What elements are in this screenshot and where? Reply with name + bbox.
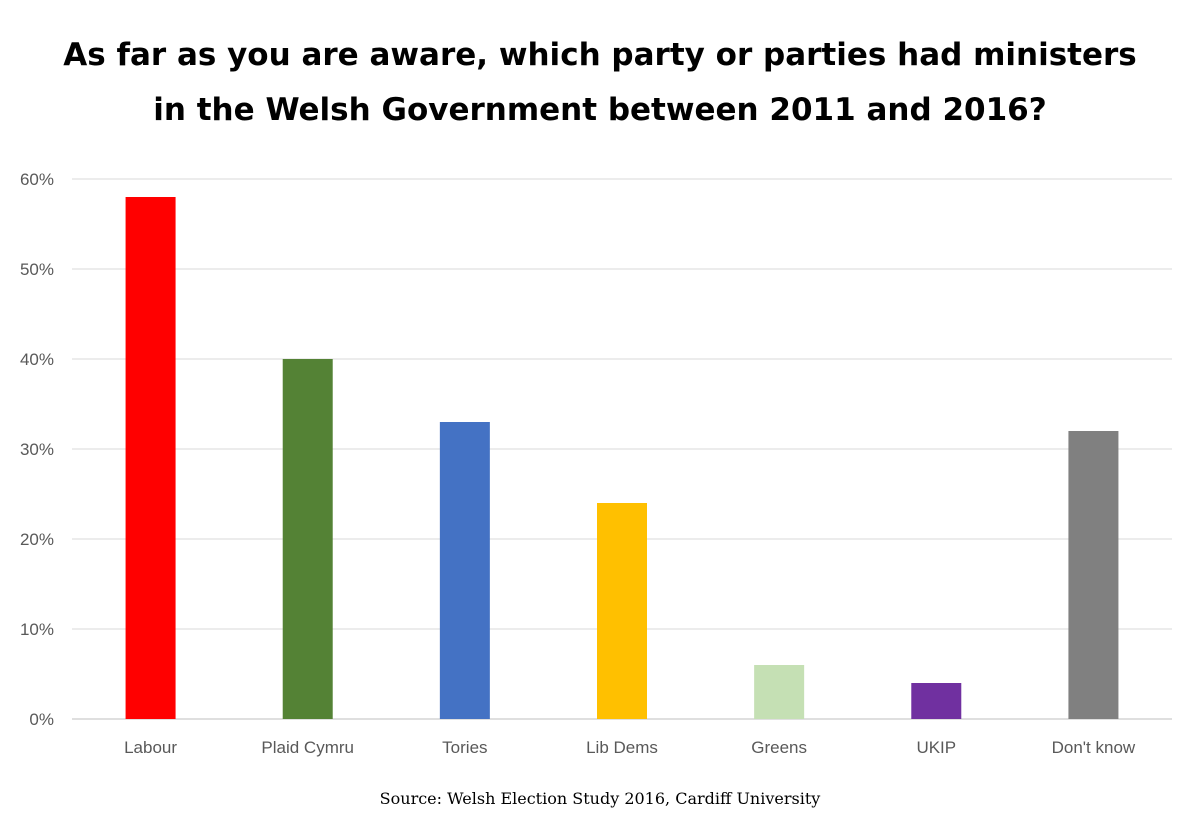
bars — [125, 197, 1119, 719]
y-tick-label: 50% — [20, 260, 54, 279]
y-tick-label: 10% — [20, 620, 54, 639]
source-note: Source: Welsh Election Study 2016, Cardi… — [379, 789, 821, 808]
bar-chart: 0% 10% 20% 30% 40% 50% 60% Labour Plaid Cymru To… — [20, 170, 1172, 757]
y-tick-label: 40% — [20, 350, 54, 369]
bar — [439, 422, 490, 719]
x-category-label: Don't know — [1052, 738, 1136, 757]
bar — [597, 503, 647, 719]
x-category-label: Lib Dems — [586, 738, 658, 757]
bar — [754, 665, 805, 719]
x-axis-category-labels: Labour Plaid Cymru Tories Lib Dems Greens UKI… — [124, 738, 1136, 757]
chart-title: As far as you are aware, which party or … — [0, 28, 1200, 138]
chart-title-line-1: As far as you are aware, which party or … — [63, 37, 1137, 73]
x-category-label: Greens — [751, 738, 807, 757]
bar — [1068, 431, 1119, 719]
y-axis-tick-labels: 0% 10% 20% 30% 40% 50% 60% — [20, 170, 54, 729]
y-tick-label: 30% — [20, 440, 54, 459]
y-tick-label: 60% — [20, 170, 54, 189]
chart-title-line-2: in the Welsh Government between 2011 and… — [153, 92, 1047, 128]
x-category-label: UKIP — [916, 738, 956, 757]
x-category-label: Labour — [124, 738, 177, 757]
bar — [911, 683, 962, 719]
y-tick-label: 0% — [29, 710, 54, 729]
x-category-label: Plaid Cymru — [261, 738, 354, 757]
y-tick-label: 20% — [20, 530, 54, 549]
bar — [282, 359, 333, 719]
bar — [125, 197, 176, 719]
x-category-label: Tories — [442, 738, 487, 757]
